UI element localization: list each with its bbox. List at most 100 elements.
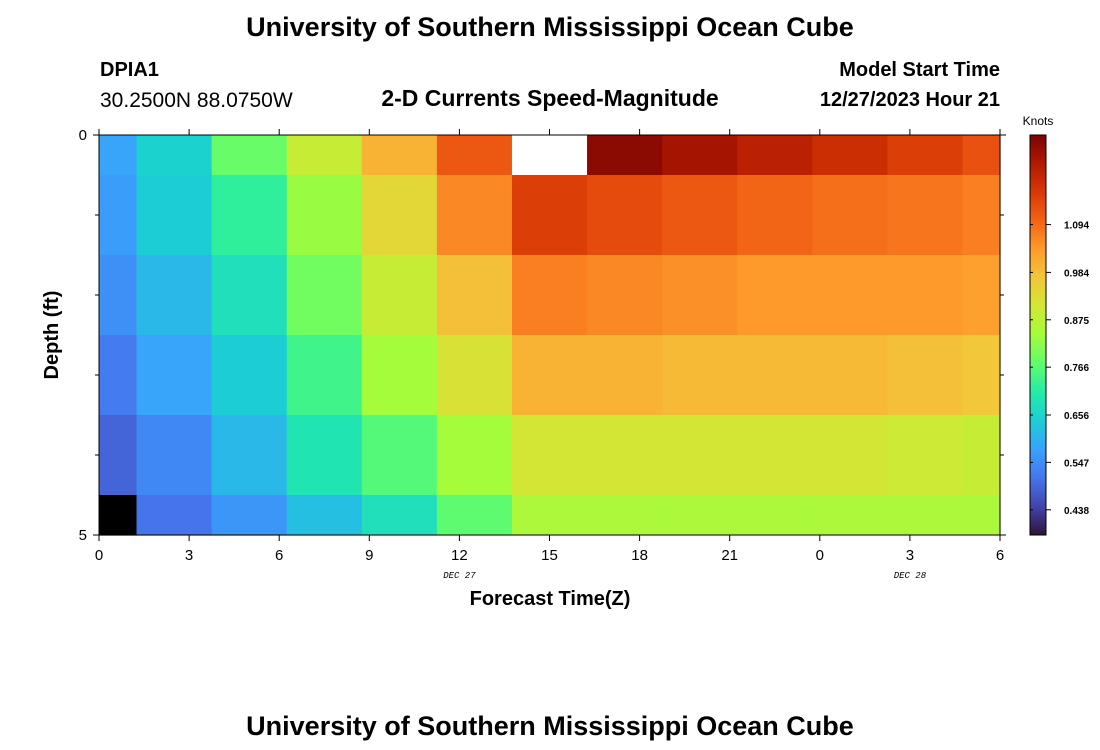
heatmap-cell — [361, 335, 438, 416]
heatmap-cell — [962, 175, 1001, 256]
heatmap-cell — [286, 335, 363, 416]
heatmap-cell — [587, 415, 663, 496]
y-tick-label: 0 — [79, 127, 87, 144]
colorbar-tick-label: 0.875 — [1064, 316, 1089, 327]
x-tick-label: 3 — [185, 547, 193, 564]
heatmap-cell — [962, 495, 1001, 536]
colorbar-tick-label: 0.656 — [1064, 411, 1089, 422]
heatmap-cell — [436, 255, 513, 336]
heatmap-cell — [211, 335, 288, 416]
chart-title: 2-D Currents Speed-Magnitude — [381, 85, 718, 111]
heatmap-cell — [286, 415, 363, 496]
heatmap-cell — [662, 415, 738, 496]
heatmap-cell — [211, 135, 288, 176]
heatmap-cell — [436, 495, 513, 536]
heatmap-cell — [662, 495, 738, 536]
heatmap-cell — [361, 495, 438, 536]
x-tick-label: 0 — [95, 547, 103, 564]
heatmap-cell — [511, 495, 588, 536]
y-axis: 05 — [79, 127, 1006, 544]
heatmap-cell — [887, 255, 964, 336]
footer-title: University of Southern Mississippi Ocean… — [246, 711, 854, 741]
heatmap-cell — [962, 415, 1001, 496]
station-coords: 30.2500N 88.0750W — [100, 89, 293, 112]
heatmap-cell — [887, 495, 964, 536]
heatmap-cell — [136, 335, 213, 416]
heatmap-cell — [286, 255, 363, 336]
heatmap-cell — [812, 495, 888, 536]
y-tick-label: 5 — [79, 527, 87, 544]
heatmap-cell — [136, 415, 213, 496]
date-label: DEC 27 — [443, 571, 476, 581]
x-tick-label: 3 — [906, 547, 914, 564]
heatmap-cell — [587, 135, 663, 176]
page-title: University of Southern Mississippi Ocean… — [246, 12, 854, 42]
heatmap-cell — [962, 255, 1001, 336]
heatmap-cell — [361, 175, 438, 256]
heatmap-cell — [511, 255, 588, 336]
x-tick-label: 18 — [631, 547, 648, 564]
heatmap-cell — [436, 335, 513, 416]
heatmap-cell — [136, 135, 213, 176]
heatmap-cell — [511, 175, 588, 256]
heatmap-cell — [887, 335, 964, 416]
heatmap-cell — [136, 495, 213, 536]
heatmap-cell — [286, 175, 363, 256]
colorbar-tick-label: 0.438 — [1064, 506, 1089, 517]
heatmap-cell — [361, 255, 438, 336]
heatmap-cell — [436, 135, 513, 176]
heatmap-cell — [737, 495, 813, 536]
heatmap-cell — [737, 335, 813, 416]
heatmap-cell — [361, 415, 438, 496]
heatmap-cell — [99, 495, 138, 536]
heatmap-cell — [962, 335, 1001, 416]
heatmap-cell — [812, 335, 888, 416]
heatmap-cell — [962, 135, 1001, 176]
heatmap-cell — [136, 175, 213, 256]
heatmap-cell — [211, 255, 288, 336]
heatmap-cell — [136, 255, 213, 336]
heatmap-cell — [211, 495, 288, 536]
heatmap-cell — [812, 415, 888, 496]
heatmap-cell — [361, 135, 438, 176]
model-start-time: 12/27/2023 Hour 21 — [820, 89, 1000, 111]
heatmap-cell — [887, 415, 964, 496]
colorbar-tick-label: 1.094 — [1064, 221, 1089, 232]
heatmap-cell — [587, 495, 663, 536]
y-axis-label: Depth (ft) — [41, 291, 63, 380]
heatmap-cell — [286, 495, 363, 536]
heatmap-cell — [211, 175, 288, 256]
x-axis-label: Forecast Time(Z) — [470, 588, 631, 610]
x-tick-label: 9 — [365, 547, 373, 564]
heatmap-cell — [99, 135, 138, 176]
heatmap-cell — [587, 255, 663, 336]
x-tick-label: 15 — [541, 547, 558, 564]
heatmap-cell — [587, 175, 663, 256]
heatmap-cell — [662, 255, 738, 336]
heatmap-cell — [99, 335, 138, 416]
heatmap-cell — [511, 335, 588, 416]
colorbar-gradient — [1029, 134, 1047, 536]
x-tick-label: 6 — [996, 547, 1004, 564]
station-id: DPIA1 — [100, 59, 159, 81]
heatmap-cell — [511, 415, 588, 496]
x-axis: 0 3 6 9 12 15 18 21 0 3 6 DEC 27 DEC 28 — [95, 129, 1004, 581]
heatmap-cell — [99, 415, 138, 496]
heatmap-cell — [211, 415, 288, 496]
heatmap-cell — [737, 415, 813, 496]
model-start-label: Model Start Time — [839, 59, 1000, 81]
x-tick-label: 21 — [721, 547, 738, 564]
heatmap-cell — [812, 135, 888, 176]
heatmap-cell — [737, 255, 813, 336]
heatmap-cell — [286, 135, 363, 176]
heatmap-cell — [662, 175, 738, 256]
colorbar-tick-label: 0.984 — [1064, 268, 1089, 279]
heatmap-cells — [99, 135, 1001, 536]
heatmap-cell — [662, 135, 738, 176]
x-tick-label: 12 — [451, 547, 468, 564]
heatmap-cell — [511, 135, 588, 176]
heatmap-cell — [812, 175, 888, 256]
heatmap-cell — [812, 255, 888, 336]
colorbar-tick-label: 0.547 — [1064, 458, 1089, 469]
